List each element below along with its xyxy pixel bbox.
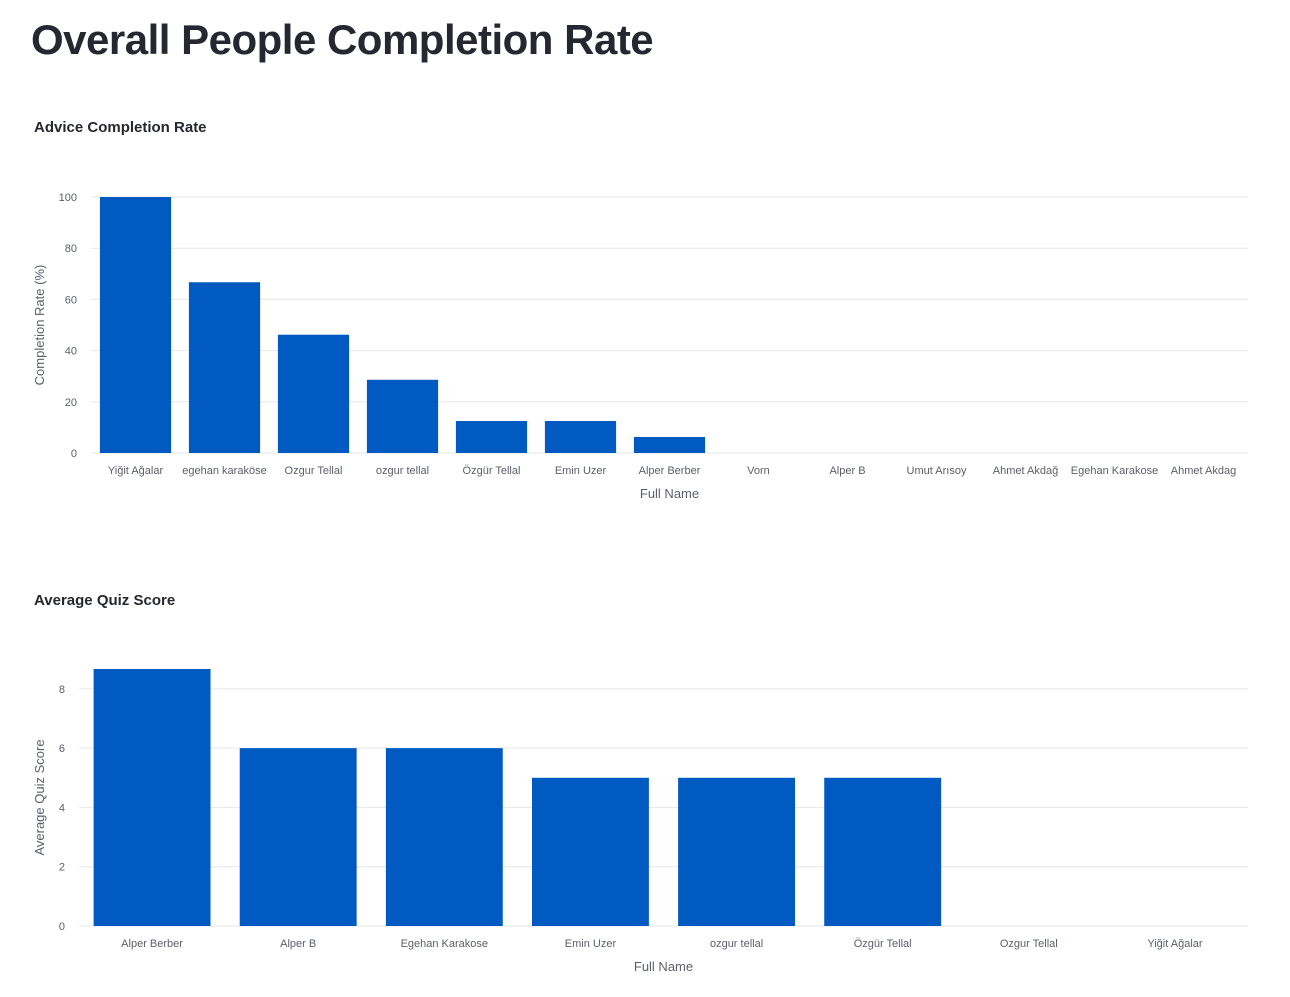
x-tick-label: Egehan Karakose <box>1071 465 1158 477</box>
x-tick-label: Yiğit Ağalar <box>1147 938 1203 950</box>
x-tick-label: ozgur tellal <box>710 938 763 950</box>
bar[interactable] <box>678 777 796 926</box>
x-tick-label: Egehan Karakose <box>401 938 488 950</box>
x-tick-label: egehan karaköse <box>182 465 266 477</box>
x-tick-label: Alper B <box>829 465 865 477</box>
bar[interactable] <box>455 421 528 453</box>
y-tick-label: 100 <box>59 192 77 204</box>
y-tick-label: 0 <box>71 448 77 460</box>
y-tick-label: 20 <box>65 397 77 409</box>
bar[interactable] <box>633 437 706 453</box>
advice-chart-title: Advice Completion Rate <box>34 119 207 136</box>
x-tick-label: Alper Berber <box>121 938 183 950</box>
y-tick-label: 40 <box>65 346 77 358</box>
bar[interactable] <box>824 777 942 926</box>
x-tick-label: ozgur tellal <box>376 465 429 477</box>
bar[interactable] <box>188 282 261 453</box>
y-tick-label: 4 <box>59 802 65 814</box>
quiz-chart-title: Average Quiz Score <box>34 592 176 609</box>
y-tick-label: 2 <box>59 862 65 874</box>
y-tick-label: 60 <box>65 294 77 306</box>
x-tick-label: Ahmet Akdag <box>1171 465 1236 477</box>
x-axis-title: Full Name <box>634 959 693 974</box>
y-tick-label: 6 <box>59 743 65 755</box>
bar[interactable] <box>544 421 617 453</box>
x-tick-label: Ozgur Tellal <box>1000 938 1058 950</box>
y-axis-title: Average Quiz Score <box>32 739 47 855</box>
x-tick-label: Yiğit Ağalar <box>108 465 164 477</box>
bar[interactable] <box>93 669 211 926</box>
x-axis-title: Full Name <box>640 486 699 501</box>
x-tick-label: Emin Uzer <box>555 465 607 477</box>
bar[interactable] <box>277 334 350 453</box>
y-tick-label: 0 <box>59 921 65 933</box>
bar[interactable] <box>366 379 439 453</box>
x-tick-label: Alper B <box>280 938 316 950</box>
bar[interactable] <box>385 748 503 926</box>
bar[interactable] <box>531 777 649 926</box>
y-tick-label: 8 <box>59 684 65 696</box>
y-axis-title: Completion Rate (%) <box>32 265 47 386</box>
average-quiz-chart[interactable]: 0 2 4 6 8 Alper Berber Alper B Egehan Karakose E… <box>0 640 1290 985</box>
page-title: Overall People Completion Rate <box>31 16 654 63</box>
x-tick-label: Özgür Tellal <box>463 465 521 477</box>
y-tick-label: 80 <box>65 243 77 255</box>
x-tick-label: Emin Uzer <box>565 938 617 950</box>
x-tick-label: Ahmet Akdağ <box>993 465 1058 477</box>
bar[interactable] <box>99 197 172 453</box>
x-tick-label: Alper Berber <box>639 465 701 477</box>
x-tick-label: Özgür Tellal <box>854 938 912 950</box>
advice-completion-chart[interactable]: 0 20 40 60 80 100 Yiğit Ağalar egehan karaköse O… <box>0 170 1290 510</box>
bar[interactable] <box>239 748 357 926</box>
x-tick-label: Vorn <box>747 465 770 477</box>
x-tick-label: Ozgur Tellal <box>285 465 343 477</box>
x-tick-label: Umut Arısoy <box>907 465 967 477</box>
